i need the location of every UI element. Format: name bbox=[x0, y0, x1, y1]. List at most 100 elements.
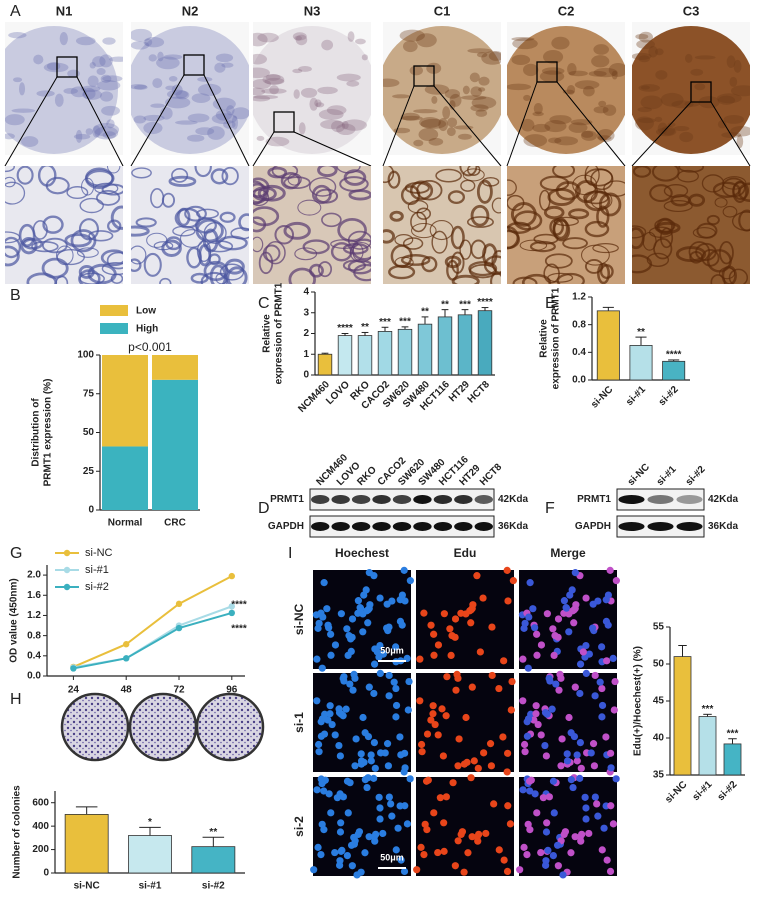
bar bbox=[477, 310, 493, 376]
tissue-fold bbox=[684, 53, 693, 63]
nucleus bbox=[372, 830, 380, 838]
blot-band bbox=[474, 522, 493, 531]
nucleus bbox=[546, 677, 554, 685]
micrograph bbox=[416, 777, 514, 876]
gland bbox=[64, 233, 92, 248]
gland bbox=[407, 200, 429, 214]
nucleus bbox=[438, 705, 446, 713]
ihc-tissue bbox=[131, 22, 249, 155]
gland bbox=[706, 214, 720, 226]
nucleus bbox=[566, 591, 574, 599]
row-label: si-2 bbox=[292, 816, 306, 837]
tissue-fold bbox=[163, 54, 183, 60]
blot-band bbox=[331, 495, 350, 504]
core bbox=[253, 26, 371, 154]
tissue-fold bbox=[542, 49, 564, 64]
gland bbox=[710, 274, 726, 284]
y-axis-label: Edu(+)/Hoechest(+) (%) bbox=[633, 646, 644, 756]
nucleus bbox=[347, 841, 356, 849]
gland bbox=[339, 176, 369, 192]
nucleus bbox=[503, 566, 511, 574]
tissue-fold bbox=[256, 135, 265, 141]
gland bbox=[271, 166, 299, 179]
nucleus bbox=[607, 764, 615, 772]
nucleus bbox=[373, 648, 381, 656]
nucleus bbox=[352, 735, 360, 743]
tissue-fold bbox=[593, 44, 610, 55]
tissue-fold bbox=[143, 36, 165, 48]
tissue-fold bbox=[54, 93, 64, 107]
nucleus bbox=[397, 856, 405, 864]
nucleus bbox=[430, 630, 438, 638]
tissue-fold bbox=[449, 100, 456, 110]
tissue-fold bbox=[507, 83, 532, 91]
tissue-fold bbox=[532, 123, 551, 133]
tissue-fold bbox=[541, 67, 565, 75]
tissue-fold bbox=[92, 56, 106, 68]
tissue-fold bbox=[611, 70, 618, 80]
zoom-line bbox=[556, 81, 626, 167]
gland bbox=[78, 269, 101, 284]
tissue-fold bbox=[532, 111, 544, 117]
tissue-fold bbox=[347, 31, 355, 42]
nucleus bbox=[365, 683, 373, 691]
nucleus bbox=[337, 710, 345, 718]
tissue-fold bbox=[640, 85, 650, 90]
y-tick-label: 75 bbox=[83, 388, 95, 399]
line bbox=[73, 611, 233, 670]
x-tick-label: si-NC bbox=[663, 779, 689, 805]
gland bbox=[210, 168, 229, 185]
nucleus bbox=[537, 641, 546, 649]
gland bbox=[552, 217, 569, 240]
gland bbox=[592, 242, 619, 254]
nucleus bbox=[541, 741, 549, 750]
tissue-fold bbox=[444, 89, 461, 99]
tissue-fold bbox=[354, 38, 366, 45]
tissue-fold bbox=[215, 53, 234, 63]
gland bbox=[451, 274, 480, 284]
nucleus bbox=[523, 850, 531, 859]
nucleus bbox=[579, 648, 587, 656]
gland bbox=[79, 197, 104, 214]
nucleus bbox=[327, 809, 335, 817]
nucleus bbox=[571, 569, 579, 577]
x-tick-label: si-#2 bbox=[202, 881, 225, 892]
zoom-line bbox=[203, 74, 250, 167]
nucleus bbox=[392, 846, 400, 854]
tissue-fold bbox=[671, 100, 694, 109]
tissue-fold bbox=[292, 32, 307, 41]
gland bbox=[107, 219, 122, 233]
nucleus bbox=[403, 820, 412, 828]
band-size: 36Kda bbox=[708, 521, 738, 532]
nucleus bbox=[520, 740, 529, 749]
tissue-fold bbox=[309, 97, 318, 111]
gland bbox=[507, 179, 517, 196]
y-tick-label: 0.8 bbox=[27, 630, 41, 641]
tissue-fold bbox=[92, 125, 101, 138]
nucleus bbox=[577, 764, 585, 772]
significance: *** bbox=[459, 299, 471, 310]
nucleus bbox=[474, 764, 482, 772]
gland bbox=[267, 166, 288, 179]
nucleus bbox=[612, 775, 620, 783]
gland bbox=[411, 223, 437, 239]
blot-band bbox=[454, 522, 473, 531]
tissue-fold bbox=[636, 39, 655, 49]
nucleus bbox=[509, 577, 517, 585]
y-tick-label: 0 bbox=[88, 505, 94, 516]
nucleus bbox=[313, 786, 321, 794]
nucleus bbox=[609, 654, 617, 663]
significance: *** bbox=[399, 317, 411, 328]
nucleus bbox=[531, 624, 539, 632]
nucleus bbox=[577, 837, 585, 845]
x-tick-label: si-NC bbox=[74, 881, 100, 892]
bar bbox=[337, 335, 353, 376]
gland bbox=[714, 197, 728, 208]
nucleus bbox=[451, 615, 460, 623]
blot-band bbox=[676, 495, 703, 504]
gland bbox=[131, 245, 147, 265]
significance: * bbox=[148, 817, 152, 828]
gland bbox=[258, 251, 274, 275]
gland bbox=[388, 264, 416, 280]
nucleus bbox=[549, 851, 557, 860]
